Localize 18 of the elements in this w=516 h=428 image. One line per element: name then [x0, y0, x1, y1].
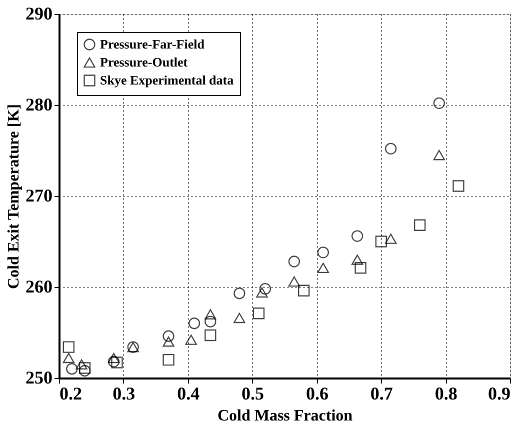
y-tick-label: 280 — [26, 94, 52, 114]
x-tick-label: 0.2 — [60, 384, 82, 404]
x-tick-label: 0.4 — [177, 384, 200, 404]
x-tick-label: 0.5 — [242, 384, 264, 404]
legend-label: Pressure-Outlet — [100, 54, 188, 70]
y-tick-label: 260 — [26, 276, 52, 296]
x-tick-label: 0.3 — [112, 384, 136, 404]
x-tick-label: 0.9 — [488, 384, 510, 404]
x-axis-title: Cold Mass Fraction — [217, 408, 353, 424]
y-tick-label: 290 — [26, 4, 52, 24]
x-tick-label: 0.8 — [434, 384, 458, 404]
y-axis-title: Cold Exit Temperature [K] — [6, 104, 22, 290]
legend-label: Pressure-Far-Field — [100, 36, 206, 52]
x-tick-label: 0.6 — [306, 384, 328, 404]
legend-label: Skye Experimental data — [100, 72, 234, 88]
y-tick-label: 270 — [26, 186, 52, 206]
x-tick-label: 0.7 — [370, 384, 393, 404]
y-tick-label: 250 — [26, 368, 52, 388]
